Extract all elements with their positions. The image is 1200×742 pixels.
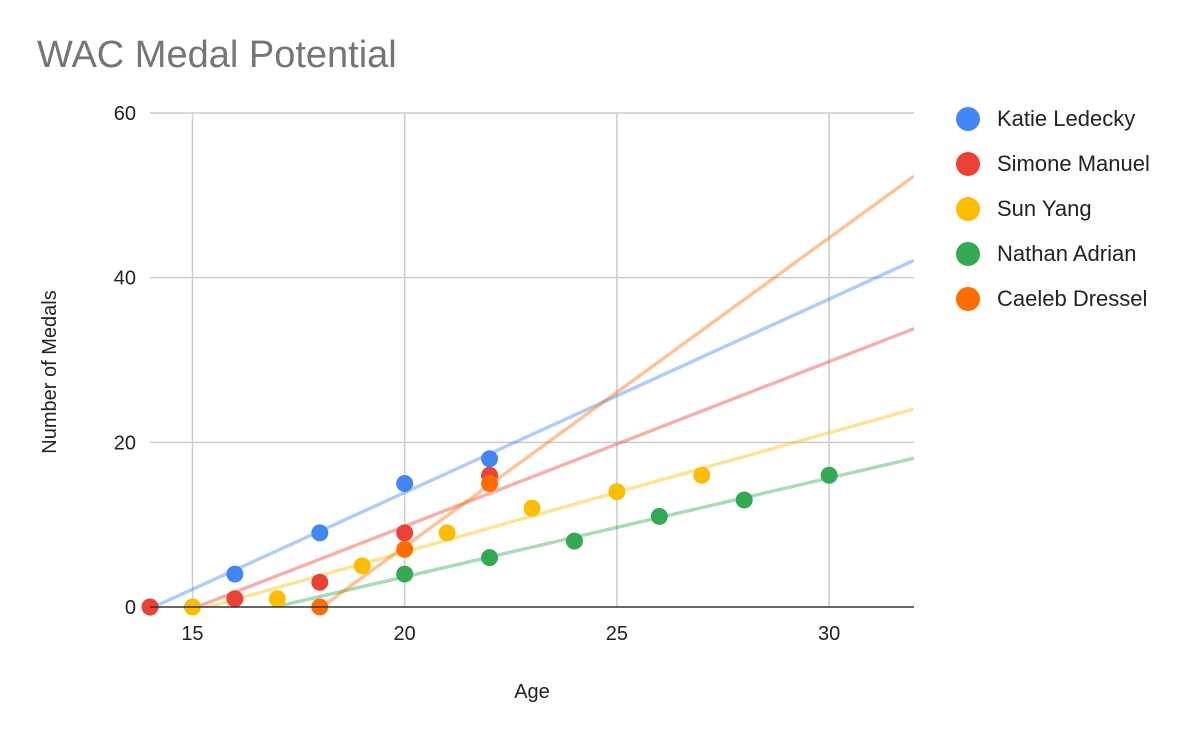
trendline [150, 258, 914, 607]
data-point [396, 524, 414, 542]
legend-label: Nathan Adrian [997, 240, 1137, 266]
legend-item: Nathan Adrian [956, 231, 1150, 276]
data-point [311, 524, 329, 542]
data-point [353, 557, 371, 575]
legend-item: Simone Manuel [956, 141, 1150, 186]
legend-label: Caeleb Dressel [997, 285, 1148, 311]
y-tick-label: 60 [114, 103, 136, 125]
legend-swatch [956, 106, 980, 131]
data-point [693, 466, 711, 484]
legend-item: Sun Yang [956, 186, 1150, 231]
legend: Katie Ledecky Simone Manuel Sun Yang Nathan… [956, 96, 1150, 321]
data-point [396, 565, 414, 583]
legend-swatch [956, 286, 980, 311]
legend-swatch [956, 241, 980, 266]
legend-item: Caeleb Dressel [956, 276, 1150, 321]
data-point [523, 499, 541, 517]
data-point [226, 590, 244, 608]
data-point [565, 532, 583, 550]
y-axis-label: Number of Medals [39, 290, 61, 453]
y-tick-label: 20 [114, 432, 136, 454]
legend-swatch [956, 151, 980, 176]
legend-label: Simone Manuel [997, 150, 1150, 176]
legend-label: Katie Ledecky [997, 105, 1136, 131]
data-point [268, 590, 286, 608]
data-point [735, 491, 753, 509]
trendline [318, 174, 914, 607]
x-axis-label: Age [514, 681, 550, 703]
y-tick-label: 0 [125, 597, 136, 619]
data-point [481, 475, 499, 492]
data-point [608, 483, 626, 501]
legend-item: Katie Ledecky [956, 96, 1150, 141]
data-point [438, 524, 456, 542]
data-point [481, 549, 499, 567]
data-point [820, 466, 838, 484]
x-tick-label: 15 [181, 623, 203, 645]
data-point [226, 565, 244, 583]
trendline [267, 456, 914, 607]
data-point [396, 540, 414, 558]
x-tick-label: 30 [818, 623, 840, 645]
data-point [650, 507, 668, 525]
trendlines [150, 174, 914, 607]
data-points [141, 450, 838, 616]
chart-title: WAC Medal Potential [37, 34, 397, 76]
legend-swatch [956, 196, 980, 221]
trendline [191, 327, 914, 607]
y-tick-label: 40 [114, 268, 136, 290]
legend-label: Sun Yang [997, 195, 1092, 221]
data-point [311, 573, 329, 591]
gridlines [150, 112, 914, 607]
x-tick-label: 25 [606, 623, 628, 645]
data-point [481, 450, 499, 468]
axes: 0 20 40 60 15 20 25 30 [114, 103, 914, 645]
data-point [396, 475, 414, 492]
x-tick-label: 20 [394, 623, 416, 645]
